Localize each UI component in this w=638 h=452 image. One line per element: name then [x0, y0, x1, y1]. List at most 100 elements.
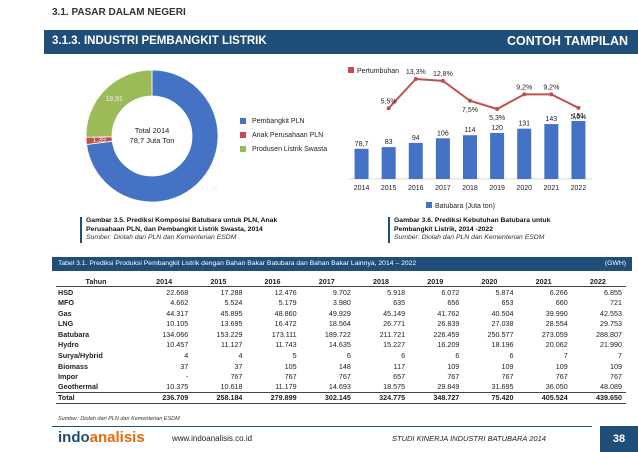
legend-item-swasta: Produsen Listrik Swasta	[240, 142, 327, 156]
table-cell: 109	[447, 361, 460, 371]
table-cell: 11.179	[275, 382, 297, 392]
table-cell: 6	[346, 350, 351, 360]
donut-center-line2: 78,7 Juta Ton	[129, 136, 175, 145]
footer-divider	[52, 426, 592, 427]
table-cell: 48.089	[600, 382, 622, 392]
growth-point	[386, 106, 391, 111]
table-cell: 11.127	[220, 340, 243, 350]
table-cell: -	[185, 372, 189, 382]
x-tick-label: 2015	[381, 185, 397, 192]
table-cell: 279.899	[270, 393, 297, 403]
row-label: LNG	[58, 319, 74, 329]
table-cell: 236.709	[162, 393, 189, 403]
table-row: Impor - 767 767 767 657 767 767 767 767	[56, 371, 626, 382]
table-cell: 5.918	[387, 287, 406, 297]
table-cell: 40.504	[491, 308, 514, 318]
table-cell: 767	[447, 372, 460, 382]
table-cell: 37	[180, 361, 189, 371]
table-cell: 14.635	[328, 340, 351, 350]
table-cell: 653	[501, 297, 514, 307]
table-cell: 173.111	[271, 329, 297, 339]
table-cell: 16.472	[274, 319, 297, 329]
legend-swatch	[240, 132, 246, 138]
table-cell: 48.860	[274, 308, 297, 318]
row-label: Surya/Hybrid	[58, 350, 103, 360]
legend-label: Anak Perusahaan PLN	[252, 131, 324, 139]
legend-label-coal: Batubara (Juta ton)	[435, 203, 495, 210]
table-cell: 767	[610, 372, 622, 382]
table-cell: 105	[284, 361, 297, 371]
table-cell: 10.105	[166, 319, 189, 329]
table-row: MFO 4.662 5.524 5.179 3.980 635 656 653 660 721	[56, 297, 626, 308]
x-tick-label: 2016	[408, 185, 424, 192]
legend-swatch	[240, 118, 246, 124]
table-cell: 41.762	[437, 308, 460, 318]
table-cell: 258.184	[216, 393, 243, 403]
legend-label-growth: Pertumbuhan	[357, 68, 399, 75]
growth-label: 7,5%	[462, 107, 478, 114]
table-cell: 6	[401, 350, 406, 360]
row-label: Total	[58, 393, 75, 403]
donut-slice-label: 19,91	[105, 96, 123, 103]
row-label: Biomass	[58, 361, 88, 371]
x-tick-label: 2017	[435, 185, 451, 192]
row-label: Tahun	[85, 276, 107, 286]
donut-center-label: Total 2014 78,7 Juta Ton	[112, 126, 192, 146]
table-cell: 7	[618, 350, 622, 360]
table-cell: 22.668	[166, 287, 189, 297]
growth-line	[387, 77, 579, 111]
donut-slice	[86, 69, 219, 203]
table-cell: 45.149	[383, 308, 406, 318]
table-row: Hydro 10.457 11.127 11.743 14.635 15.227 16.20…	[56, 340, 626, 351]
table-cell: 109	[610, 361, 622, 371]
table-source: Sumber: Diolah dari PLN dan Kementerian …	[58, 416, 180, 422]
table-cell: 6.072	[441, 287, 460, 297]
table-cell: 2018	[372, 276, 389, 286]
table-unit: (GWH)	[604, 260, 626, 267]
row-label: Gas	[58, 308, 72, 318]
growth-point	[495, 107, 500, 111]
table-cell: 4.662	[170, 297, 189, 307]
bar	[490, 132, 505, 179]
table-cell: 28.554	[545, 319, 568, 329]
bar-value-label: 106	[437, 130, 449, 137]
production-table: Tahun 2014 2015 2016 2017 2018 2019 2020 2021 202…	[56, 276, 626, 404]
growth-point	[549, 92, 554, 97]
table-cell: 15.227	[383, 340, 406, 350]
figure-3-6-source: Sumber: Diolah dari PLN dan Kementerian …	[394, 234, 545, 241]
table-cell: 660	[555, 297, 568, 307]
x-tick-label: 2014	[354, 185, 370, 192]
table-cell: 7	[563, 350, 568, 360]
growth-point	[413, 77, 418, 81]
table-cell: 49.929	[328, 308, 351, 318]
legend-swatch	[240, 146, 246, 152]
table-cell: 5.874	[495, 287, 514, 297]
growth-label: 9,2%	[516, 84, 532, 91]
row-label: MFO	[58, 297, 74, 307]
table-cell: 4	[184, 350, 189, 360]
table-cell: 405.524	[541, 393, 568, 403]
donut-slice-label: 57,40	[201, 186, 219, 193]
table-cell: 226.459	[433, 329, 460, 339]
table-cell: 109	[555, 361, 568, 371]
table-cell: 6.266	[549, 287, 568, 297]
table-cell: 767	[284, 372, 297, 382]
table-cell: 2014	[156, 276, 173, 286]
table-total-row: Total 236.709 258.184 279.899 302.145 324.775…	[56, 392, 626, 404]
table-cell: 4	[238, 350, 243, 360]
bar-value-label: 94	[412, 135, 420, 142]
figure-3-6-caption: Gambar 3.6. Prediksi Kebutuhan Batubara …	[388, 217, 588, 243]
table-cell: 721	[610, 297, 622, 307]
growth-point	[440, 78, 445, 83]
table-cell: 2019	[427, 276, 444, 286]
table-cell: 27.038	[491, 319, 514, 329]
website-url[interactable]: www.indoanalisis.co.id	[172, 434, 253, 443]
table-cell: 2021	[535, 276, 552, 286]
x-tick-label: 2022	[571, 185, 587, 192]
figure-3-5-title: Gambar 3.5. Prediksi Komposisi Batubara …	[86, 217, 278, 233]
table-cell: 20.062	[545, 340, 568, 350]
table-cell: 3.980	[332, 297, 351, 307]
table-cell: 109	[501, 361, 514, 371]
bar-value-label: 83	[385, 139, 393, 146]
table-cell: 26.839	[437, 319, 460, 329]
